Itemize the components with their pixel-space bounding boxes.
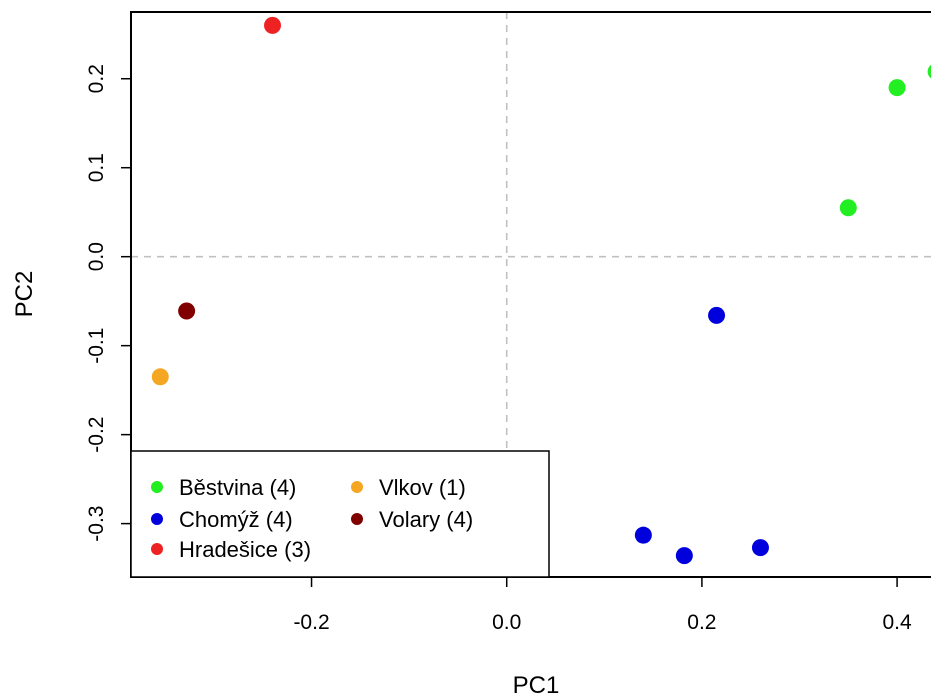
y-tick-label: -0.3 [85, 506, 108, 542]
legend-label: Vlkov (1) [379, 475, 466, 500]
legend-label: Volary (4) [379, 507, 473, 532]
data-point [888, 79, 906, 97]
legend-marker [151, 513, 163, 525]
data-point [178, 302, 196, 320]
data-point [927, 64, 931, 79]
data-point [751, 539, 769, 557]
data-point [839, 199, 857, 217]
data-point [264, 16, 282, 34]
y-tick-label: 0.1 [85, 153, 108, 182]
data-point [151, 368, 169, 386]
legend-label: Běstvina (4) [179, 475, 296, 500]
data-points [151, 16, 931, 565]
legend-marker [151, 543, 163, 555]
legend-marker [151, 481, 163, 493]
x-tick-label: 0.2 [687, 611, 716, 634]
legend-marker [351, 513, 363, 525]
y-tick-label: -0.2 [85, 417, 108, 453]
x-tick-label: -0.2 [293, 611, 329, 634]
y-tick-label: 0.0 [85, 242, 108, 271]
legend-label: Chomýž (4) [179, 507, 293, 532]
x-tick-label: 0.4 [882, 611, 912, 634]
x-axis: -0.2 0.0 0.2 0.4 [293, 577, 912, 634]
data-point [675, 547, 693, 565]
y-axis: -0.3 -0.2 -0.1 0.0 0.1 0.2 [85, 64, 131, 542]
y-tick-label: -0.1 [85, 328, 108, 364]
legend: Běstvina (4) Chomýž (4) Hradešice (3) Vlkov… [130, 450, 550, 578]
data-point [708, 306, 726, 324]
legend-marker [351, 481, 363, 493]
y-axis-label: PC2 [11, 271, 38, 318]
y-tick-label: 0.2 [85, 64, 108, 93]
legend-label: Hradešice (3) [179, 537, 311, 562]
data-point [634, 526, 652, 544]
x-tick-label: 0.0 [492, 611, 521, 634]
legend-box [130, 450, 550, 578]
legend-items: Běstvina (4) Chomýž (4) Hradešice (3) Vlkov… [151, 475, 473, 562]
x-axis-label: PC1 [513, 672, 560, 699]
